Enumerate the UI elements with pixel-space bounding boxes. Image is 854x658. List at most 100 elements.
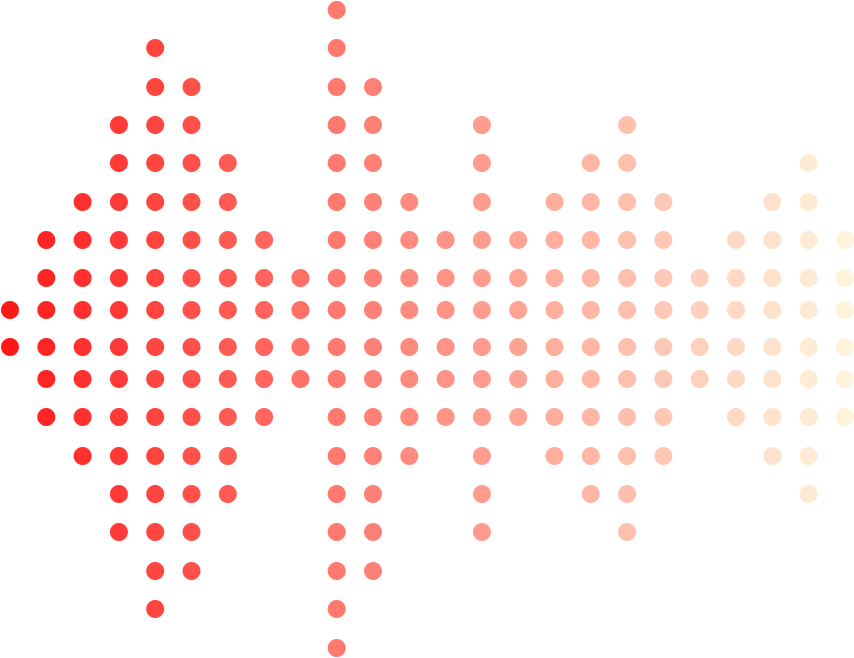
wave-dot [581, 154, 600, 172]
wave-dot [400, 338, 419, 356]
wave-dot [835, 231, 854, 249]
wave-dot [545, 193, 564, 211]
wave-dot [799, 408, 818, 426]
wave-dot [472, 301, 491, 319]
wave-dot [763, 301, 782, 319]
wave-dot [835, 301, 854, 319]
wave-dot [73, 338, 92, 356]
wave-dot [109, 338, 128, 356]
wave-dot [218, 485, 237, 503]
wave-dot [472, 370, 491, 388]
wave-dot [364, 116, 382, 134]
wave-dot [327, 600, 346, 618]
wave-dot [835, 338, 854, 356]
wave-dot [218, 193, 237, 211]
wave-dot [182, 338, 201, 356]
wave-dot [545, 301, 564, 319]
wave-dot [73, 408, 92, 426]
wave-dot [1, 301, 19, 319]
wave-dot [654, 231, 673, 249]
wave-dot [799, 231, 818, 249]
wave-dot [799, 370, 818, 388]
wave-dot [618, 408, 637, 426]
wave-dot [182, 370, 201, 388]
wave-dot [109, 485, 128, 503]
wave-dot [436, 231, 455, 249]
wave-dot [509, 301, 528, 319]
wave-dot [146, 523, 165, 541]
wave-dot [73, 301, 92, 319]
wave-dot [327, 78, 346, 96]
wave-dot [581, 269, 600, 287]
wave-dot [763, 231, 782, 249]
wave-dot [727, 370, 745, 388]
wave-dot [327, 338, 346, 356]
wave-dot [327, 231, 346, 249]
wave-dot [763, 370, 782, 388]
wave-dot [545, 269, 564, 287]
wave-dot [73, 231, 92, 249]
wave-dot [255, 301, 274, 319]
wave-dot [37, 231, 56, 249]
wave-dot [799, 447, 818, 465]
wave-dot [400, 193, 419, 211]
wave-dot [146, 485, 165, 503]
wave-dot [545, 370, 564, 388]
wave-dot [400, 269, 419, 287]
wave-dot [182, 231, 201, 249]
wave-dot [618, 301, 637, 319]
wave-dot [327, 523, 346, 541]
wave-dot [146, 447, 165, 465]
wave-dot [255, 338, 274, 356]
wave-dot [654, 370, 673, 388]
wave-dot [37, 370, 56, 388]
wave-dot [618, 269, 637, 287]
wave-dot [327, 301, 346, 319]
wave-dot [799, 485, 818, 503]
wave-dot [654, 301, 673, 319]
wave-dot [327, 370, 346, 388]
wave-dot [799, 301, 818, 319]
wave-dot [327, 154, 346, 172]
wave-dot [327, 447, 346, 465]
wave-dot [146, 78, 165, 96]
wave-dot [327, 39, 346, 57]
wave-dot [218, 338, 237, 356]
wave-dot [472, 269, 491, 287]
wave-dot [364, 269, 382, 287]
wave-dot [109, 193, 128, 211]
wave-dot [327, 639, 346, 657]
wave-dot [509, 338, 528, 356]
wave-dot [182, 447, 201, 465]
wave-dot [109, 301, 128, 319]
wave-dot [618, 485, 637, 503]
wave-dot [218, 301, 237, 319]
wave-dot [327, 408, 346, 426]
wave-dot [799, 269, 818, 287]
wave-dot [618, 231, 637, 249]
wave-dot [182, 269, 201, 287]
wave-dot [146, 193, 165, 211]
wave-dot [182, 408, 201, 426]
wave-dot [364, 154, 382, 172]
wave-dot [37, 301, 56, 319]
wave-dot [364, 78, 382, 96]
wave-dot [327, 485, 346, 503]
wave-dot [182, 116, 201, 134]
wave-dot [835, 370, 854, 388]
wave-dot [327, 1, 346, 19]
wave-dot [509, 408, 528, 426]
wave-dot [182, 562, 201, 580]
wave-dot [400, 447, 419, 465]
wave-dot [182, 78, 201, 96]
wave-dot [364, 231, 382, 249]
wave-dot [727, 231, 745, 249]
wave-dot [436, 301, 455, 319]
wave-dot [545, 231, 564, 249]
wave-dot [182, 193, 201, 211]
wave-dot [472, 193, 491, 211]
wave-dot [618, 193, 637, 211]
wave-dot [472, 231, 491, 249]
wave-dot [581, 408, 600, 426]
